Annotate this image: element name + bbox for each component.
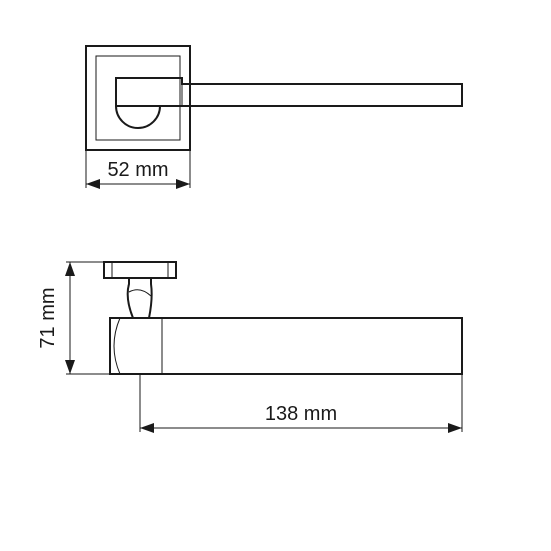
dim-width-rosette: 52 mm [107, 159, 168, 181]
dim-height-total: 71 mm [37, 287, 59, 348]
top-view [104, 262, 462, 374]
dim-length-lever: 138 mm [265, 403, 337, 425]
technical-drawing: 52 mm 71 mm 138 mm [0, 0, 551, 551]
front-view [86, 46, 462, 150]
